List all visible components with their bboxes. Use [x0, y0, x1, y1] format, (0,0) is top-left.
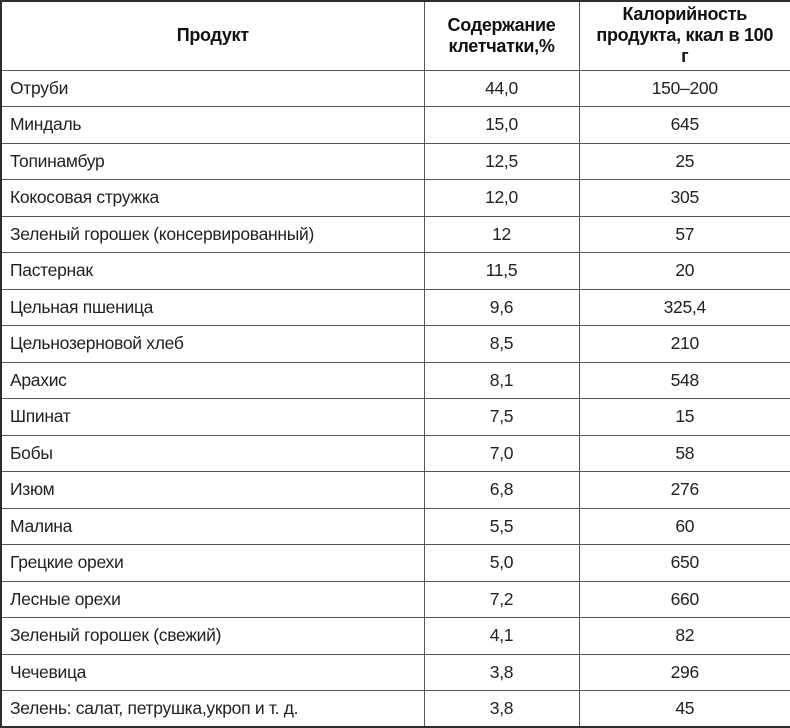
fiber-cell: 44,0: [423, 69, 580, 108]
fiber-cell: 9,6: [423, 288, 580, 327]
column-header-calories: Калорийность продукта, ккал в 100 г: [578, 0, 790, 71]
product-cell: Грецкие орехи: [0, 544, 425, 582]
calorie-cell: 150–200: [578, 69, 790, 108]
table-row: Зелень: салат, петрушка,укроп и т. д. 3,…: [0, 690, 790, 728]
table-row: Бобы 7,0 58: [0, 434, 790, 473]
product-cell: Миндаль: [0, 106, 425, 144]
fiber-cell: 15,0: [423, 106, 580, 144]
fiber-cell: 6,8: [423, 471, 580, 509]
product-cell: Кокосовая стружка: [0, 179, 425, 217]
table-row: Изюм 6,8 276: [0, 471, 790, 509]
table-row: Шпинат 7,5 15: [0, 398, 790, 436]
table-row: Пастернак 11,5 20: [0, 252, 790, 290]
calorie-cell: 15: [578, 398, 790, 436]
fiber-cell: 12,5: [423, 142, 580, 181]
table-row: Цельнозерновой хлеб 8,5 210: [0, 325, 790, 363]
header-row: Продукт Содержание клетчатки,% Калорийно…: [0, 0, 790, 71]
product-cell: Лесные орехи: [0, 580, 425, 619]
table-row: Топинамбур 12,5 25: [0, 142, 790, 181]
fiber-cell: 5,5: [423, 507, 580, 546]
fiber-cell: 12,0: [423, 179, 580, 217]
product-cell: Зеленый горошек (свежий): [0, 617, 425, 655]
column-header-fiber-content: Содержание клетчатки,%: [423, 0, 580, 71]
fiber-cell: 4,1: [423, 617, 580, 655]
product-cell: Топинамбур: [0, 142, 425, 181]
calorie-cell: 548: [578, 361, 790, 400]
product-cell: Арахис: [0, 361, 425, 400]
table-row: Отруби 44,0 150–200: [0, 69, 790, 108]
table-row: Цельная пшеница 9,6 325,4: [0, 288, 790, 327]
product-cell: Шпинат: [0, 398, 425, 436]
calorie-cell: 660: [578, 580, 790, 619]
product-cell: Зелень: салат, петрушка,укроп и т. д.: [0, 690, 425, 728]
product-cell: Малина: [0, 507, 425, 546]
fiber-cell: 5,0: [423, 544, 580, 582]
calorie-cell: 645: [578, 106, 790, 144]
product-cell: Чечевица: [0, 653, 425, 692]
calorie-cell: 45: [578, 690, 790, 728]
fiber-cell: 7,0: [423, 434, 580, 473]
calorie-cell: 25: [578, 142, 790, 181]
calorie-cell: 60: [578, 507, 790, 546]
column-header-product: Продукт: [0, 0, 425, 71]
fiber-cell: 8,1: [423, 361, 580, 400]
table-row: Арахис 8,1 548: [0, 361, 790, 400]
table-header: Продукт Содержание клетчатки,% Калорийно…: [0, 0, 790, 71]
fiber-cell: 3,8: [423, 653, 580, 692]
table-row: Кокосовая стружка 12,0 305: [0, 179, 790, 217]
product-cell: Пастернак: [0, 252, 425, 290]
product-cell: Зеленый горошек (консервированный): [0, 215, 425, 254]
table-row: Чечевица 3,8 296: [0, 653, 790, 692]
calorie-cell: 58: [578, 434, 790, 473]
calorie-cell: 57: [578, 215, 790, 254]
calorie-cell: 296: [578, 653, 790, 692]
fiber-cell: 3,8: [423, 690, 580, 728]
calorie-cell: 82: [578, 617, 790, 655]
calorie-cell: 305: [578, 179, 790, 217]
product-cell: Цельная пшеница: [0, 288, 425, 327]
product-cell: Отруби: [0, 69, 425, 108]
fiber-cell: 8,5: [423, 325, 580, 363]
fiber-cell: 12: [423, 215, 580, 254]
table-row: Зеленый горошек (свежий) 4,1 82: [0, 617, 790, 655]
calorie-cell: 276: [578, 471, 790, 509]
fiber-cell: 11,5: [423, 252, 580, 290]
product-cell: Цельнозерновой хлеб: [0, 325, 425, 363]
calorie-cell: 210: [578, 325, 790, 363]
fiber-cell: 7,5: [423, 398, 580, 436]
calorie-cell: 650: [578, 544, 790, 582]
table-row: Миндаль 15,0 645: [0, 106, 790, 144]
table-body: Отруби 44,0 150–200 Миндаль 15,0 645 Топ…: [0, 69, 790, 728]
table-row: Лесные орехи 7,2 660: [0, 580, 790, 619]
calorie-cell: 20: [578, 252, 790, 290]
product-cell: Бобы: [0, 434, 425, 473]
table-row: Малина 5,5 60: [0, 507, 790, 546]
calorie-cell: 325,4: [578, 288, 790, 327]
product-cell: Изюм: [0, 471, 425, 509]
table-row: Зеленый горошек (консервированный) 12 57: [0, 215, 790, 254]
table-row: Грецкие орехи 5,0 650: [0, 544, 790, 582]
fiber-cell: 7,2: [423, 580, 580, 619]
